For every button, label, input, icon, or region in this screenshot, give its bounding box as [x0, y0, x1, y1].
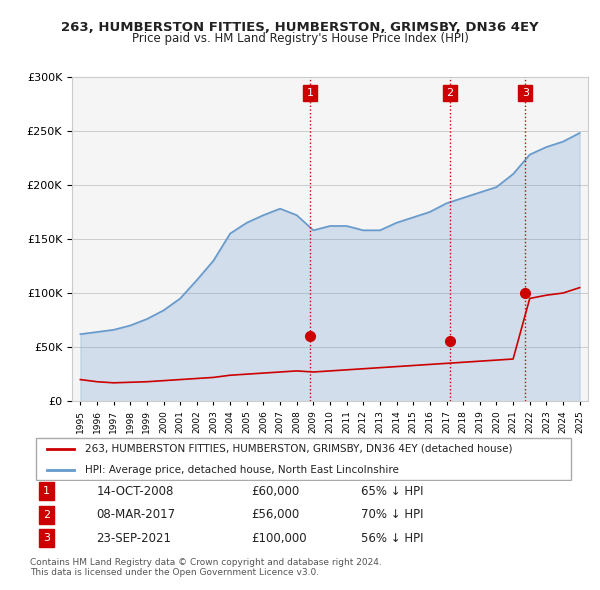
Text: 56% ↓ HPI: 56% ↓ HPI	[361, 532, 424, 545]
Text: 1: 1	[307, 88, 313, 98]
Text: 2: 2	[43, 510, 50, 520]
Text: 70% ↓ HPI: 70% ↓ HPI	[361, 508, 424, 522]
Text: £56,000: £56,000	[251, 508, 299, 522]
Text: Price paid vs. HM Land Registry's House Price Index (HPI): Price paid vs. HM Land Registry's House …	[131, 32, 469, 45]
Text: 65% ↓ HPI: 65% ↓ HPI	[361, 484, 424, 498]
Text: 3: 3	[522, 88, 529, 98]
Text: £60,000: £60,000	[251, 484, 299, 498]
Text: 08-MAR-2017: 08-MAR-2017	[96, 508, 175, 522]
Text: HPI: Average price, detached house, North East Lincolnshire: HPI: Average price, detached house, Nort…	[85, 465, 399, 475]
Text: 23-SEP-2021: 23-SEP-2021	[96, 532, 171, 545]
Text: 263, HUMBERSTON FITTIES, HUMBERSTON, GRIMSBY, DN36 4EY: 263, HUMBERSTON FITTIES, HUMBERSTON, GRI…	[61, 21, 539, 34]
Text: 1: 1	[43, 486, 50, 496]
Text: 14-OCT-2008: 14-OCT-2008	[96, 484, 173, 498]
Text: Contains HM Land Registry data © Crown copyright and database right 2024.: Contains HM Land Registry data © Crown c…	[30, 558, 382, 566]
Text: 3: 3	[43, 533, 50, 543]
Text: 2: 2	[446, 88, 453, 98]
Text: This data is licensed under the Open Government Licence v3.0.: This data is licensed under the Open Gov…	[30, 568, 319, 576]
FancyBboxPatch shape	[35, 438, 571, 480]
Text: 263, HUMBERSTON FITTIES, HUMBERSTON, GRIMSBY, DN36 4EY (detached house): 263, HUMBERSTON FITTIES, HUMBERSTON, GRI…	[85, 444, 513, 454]
Text: £100,000: £100,000	[251, 532, 307, 545]
